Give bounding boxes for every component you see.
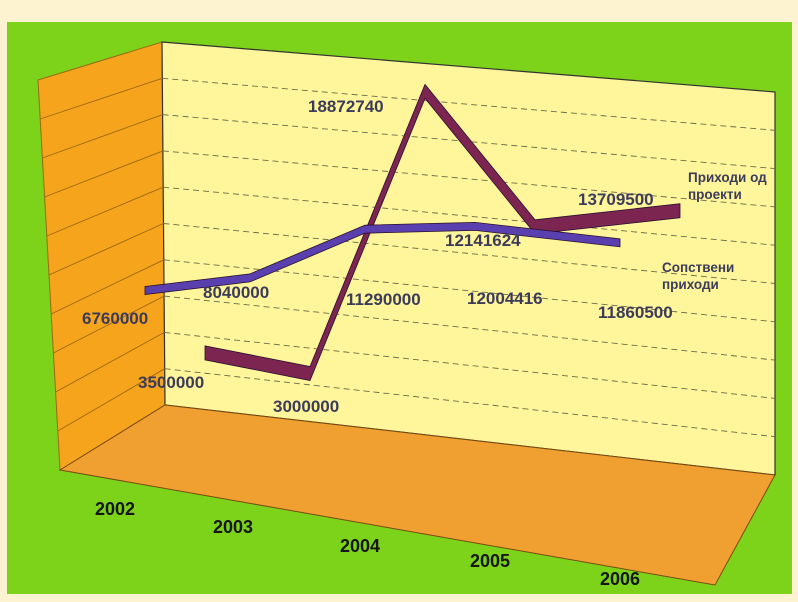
series-name-label: Приходи од xyxy=(688,170,767,185)
value-label: 11290000 xyxy=(346,290,421,309)
x-tick-label: 2003 xyxy=(213,517,253,537)
series-name-label: проекти xyxy=(688,187,742,202)
value-label: 6760000 xyxy=(82,309,148,328)
value-label: 11860500 xyxy=(598,303,673,322)
x-tick-label: 2006 xyxy=(600,569,640,589)
value-label: 3500000 xyxy=(138,373,204,392)
value-label: 12141624 xyxy=(445,231,521,250)
value-label: 18872740 xyxy=(308,97,384,116)
series-name-label: Сопствени xyxy=(662,260,734,275)
series-name-label: приходи xyxy=(662,277,719,292)
value-label: 13709500 xyxy=(578,190,654,209)
value-label: 3000000 xyxy=(273,397,339,416)
value-label: 12004416 xyxy=(467,289,543,308)
x-tick-label: 2004 xyxy=(340,536,380,556)
value-label: 8040000 xyxy=(203,283,269,302)
x-tick-label: 2002 xyxy=(95,499,135,519)
x-tick-label: 2005 xyxy=(470,551,510,571)
back-wall xyxy=(162,42,775,475)
